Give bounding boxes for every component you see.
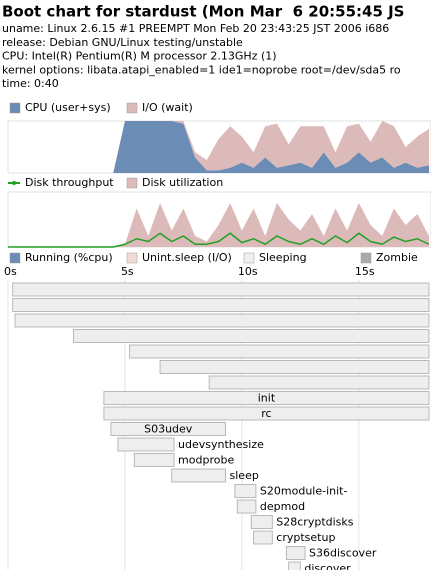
legend-label: Disk utilization bbox=[142, 176, 223, 189]
process-bar bbox=[250, 515, 273, 529]
info-line: release: Debian GNU/Linux testing/unstab… bbox=[2, 36, 243, 49]
process-bar bbox=[12, 282, 430, 297]
process-bar bbox=[117, 437, 175, 452]
process-bar bbox=[234, 484, 257, 498]
legend-swatch bbox=[126, 102, 138, 114]
legend-label: Disk throughput bbox=[25, 176, 114, 189]
process-label: discover bbox=[304, 562, 351, 570]
legend-label: Running (%cpu) bbox=[25, 251, 113, 264]
legend-swatch bbox=[126, 177, 138, 189]
process-label: modprobe bbox=[178, 454, 234, 467]
process-bar bbox=[12, 298, 430, 312]
legend-swatch bbox=[9, 102, 21, 114]
process-bar bbox=[236, 499, 257, 514]
legend-label: I/O (wait) bbox=[142, 101, 193, 114]
process-bar bbox=[129, 344, 430, 359]
x-tick-label: 15s bbox=[355, 265, 375, 278]
process-label: S03udev bbox=[144, 423, 193, 436]
process-bar bbox=[110, 422, 226, 436]
process-bar bbox=[288, 561, 301, 570]
process-label: cryptsetup bbox=[276, 531, 335, 544]
process-bar bbox=[208, 375, 430, 390]
process-label: depmod bbox=[260, 500, 305, 513]
title: Boot chart for stardust (Mon Mar 6 20:55… bbox=[2, 3, 405, 21]
info-line: uname: Linux 2.6.15 #1 PREEMPT Mon Feb 2… bbox=[2, 22, 389, 35]
process-bar bbox=[133, 453, 175, 467]
process-bar bbox=[103, 406, 430, 421]
process-bar bbox=[73, 329, 430, 343]
process-label: S20module-init- bbox=[260, 485, 348, 498]
info-line: CPU: Intel(R) Pentium(R) M processor 2.1… bbox=[2, 50, 277, 63]
process-bar bbox=[14, 313, 430, 328]
legend-swatch bbox=[126, 252, 138, 264]
x-tick-label: 0s bbox=[4, 265, 17, 278]
legend-swatch bbox=[9, 252, 21, 264]
x-tick-label: 10s bbox=[238, 265, 258, 278]
legend-swatch bbox=[360, 252, 372, 264]
process-label: init bbox=[258, 392, 276, 405]
legend-label: Unint.sleep (I/O) bbox=[142, 251, 232, 264]
process-label: rc bbox=[261, 407, 271, 420]
legend-swatch bbox=[243, 252, 255, 264]
process-bar bbox=[171, 468, 226, 483]
process-label: udevsynthesize bbox=[178, 438, 264, 451]
legend-label: Zombie bbox=[376, 251, 418, 264]
process-bar bbox=[159, 360, 430, 374]
legend-dot bbox=[12, 181, 16, 185]
area-series bbox=[8, 203, 429, 247]
area-series bbox=[8, 121, 429, 173]
info-line: kernel options: libata.atapi_enabled=1 i… bbox=[2, 63, 401, 76]
process-label: S28cryptdisks bbox=[276, 516, 353, 529]
area-series bbox=[8, 121, 429, 173]
legend-label: CPU (user+sys) bbox=[25, 101, 111, 114]
line-series bbox=[8, 232, 430, 248]
x-tick-label: 5s bbox=[121, 265, 134, 278]
process-bar bbox=[285, 546, 306, 560]
process-label: sleep bbox=[230, 469, 259, 482]
legend-label: Sleeping bbox=[259, 251, 307, 264]
process-bar bbox=[253, 530, 273, 545]
info-line: time: 0:40 bbox=[2, 77, 59, 90]
process-bar bbox=[103, 391, 430, 405]
process-label: S36discover bbox=[309, 547, 377, 560]
